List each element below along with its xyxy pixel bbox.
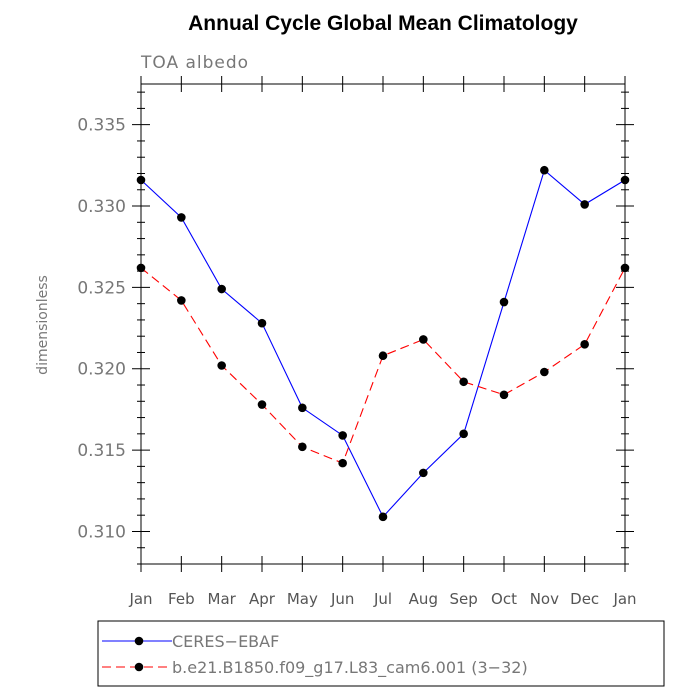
series-line <box>140 267 626 464</box>
data-point <box>136 263 146 273</box>
y-tick-label: 0.335 <box>77 116 126 136</box>
x-tick-label: Jul <box>373 590 392 608</box>
data-point <box>338 431 347 440</box>
legend: CERES−EBAF b.e21.B1850.f09_g17.L83_cam6.0… <box>97 620 665 687</box>
data-point <box>298 403 307 413</box>
data-point <box>540 367 549 377</box>
x-tick-label: Sep <box>450 590 478 608</box>
series-group <box>136 165 630 522</box>
plot-frame <box>140 83 626 565</box>
data-point <box>419 468 428 478</box>
data-point <box>620 175 630 185</box>
series-2 <box>136 263 630 468</box>
axis-ticks <box>132 76 634 572</box>
y-tick-label: 0.315 <box>77 441 126 461</box>
y-tick-labels: 0.310 0.315 0.320 0.325 0.330 0.335 <box>77 116 126 543</box>
legend-label-1: CERES−EBAF <box>172 632 279 651</box>
y-tick-label: 0.320 <box>77 360 126 380</box>
data-point <box>499 390 509 400</box>
x-tick-label: Oct <box>491 590 517 608</box>
data-point <box>257 400 267 409</box>
series-line <box>140 169 626 518</box>
legend-label-2: b.e21.B1850.f09_g17.L83_cam6.001 (3−32) <box>172 658 528 678</box>
legend-box <box>97 620 665 687</box>
x-tick-labels: Jan Feb Mar Apr May Jun Jul Aug Sep Oct Nov Dec Jan <box>128 590 636 608</box>
series-1 <box>136 165 630 522</box>
data-point <box>459 377 468 387</box>
y-tick-label: 0.330 <box>77 197 126 217</box>
x-tick-label: Jan <box>128 590 152 608</box>
data-point <box>177 213 186 222</box>
data-point <box>338 458 347 468</box>
x-tick-label: May <box>287 590 318 608</box>
x-tick-label: Nov <box>530 590 559 608</box>
x-tick-label: Dec <box>570 590 599 608</box>
data-point <box>419 335 428 344</box>
data-point <box>378 351 388 361</box>
data-point <box>177 296 186 305</box>
y-tick-label: 0.310 <box>77 522 126 542</box>
x-tick-label: Mar <box>208 590 237 608</box>
data-point <box>257 318 267 328</box>
data-point <box>298 442 307 452</box>
data-point <box>580 340 589 349</box>
legend-marker-1 <box>134 636 144 646</box>
x-tick-label: Apr <box>249 590 276 608</box>
chart-subtitle: TOA albedo <box>140 53 249 73</box>
x-tick-label: Jun <box>330 590 354 608</box>
y-axis-label: dimensionless <box>35 275 51 375</box>
x-tick-label: Aug <box>409 590 438 608</box>
data-point <box>580 200 589 209</box>
data-point <box>459 429 468 439</box>
data-point <box>499 297 509 307</box>
data-point <box>217 361 226 370</box>
data-point <box>540 165 549 175</box>
x-tick-label: Jan <box>612 590 636 608</box>
chart-title: Annual Cycle Global Mean Climatology <box>188 12 578 35</box>
data-point <box>620 263 630 273</box>
data-point <box>217 284 226 294</box>
x-tick-label: Feb <box>168 590 195 608</box>
data-point <box>378 512 388 522</box>
y-tick-label: 0.325 <box>77 278 126 298</box>
data-point <box>136 175 146 185</box>
legend-marker-2 <box>134 662 144 672</box>
